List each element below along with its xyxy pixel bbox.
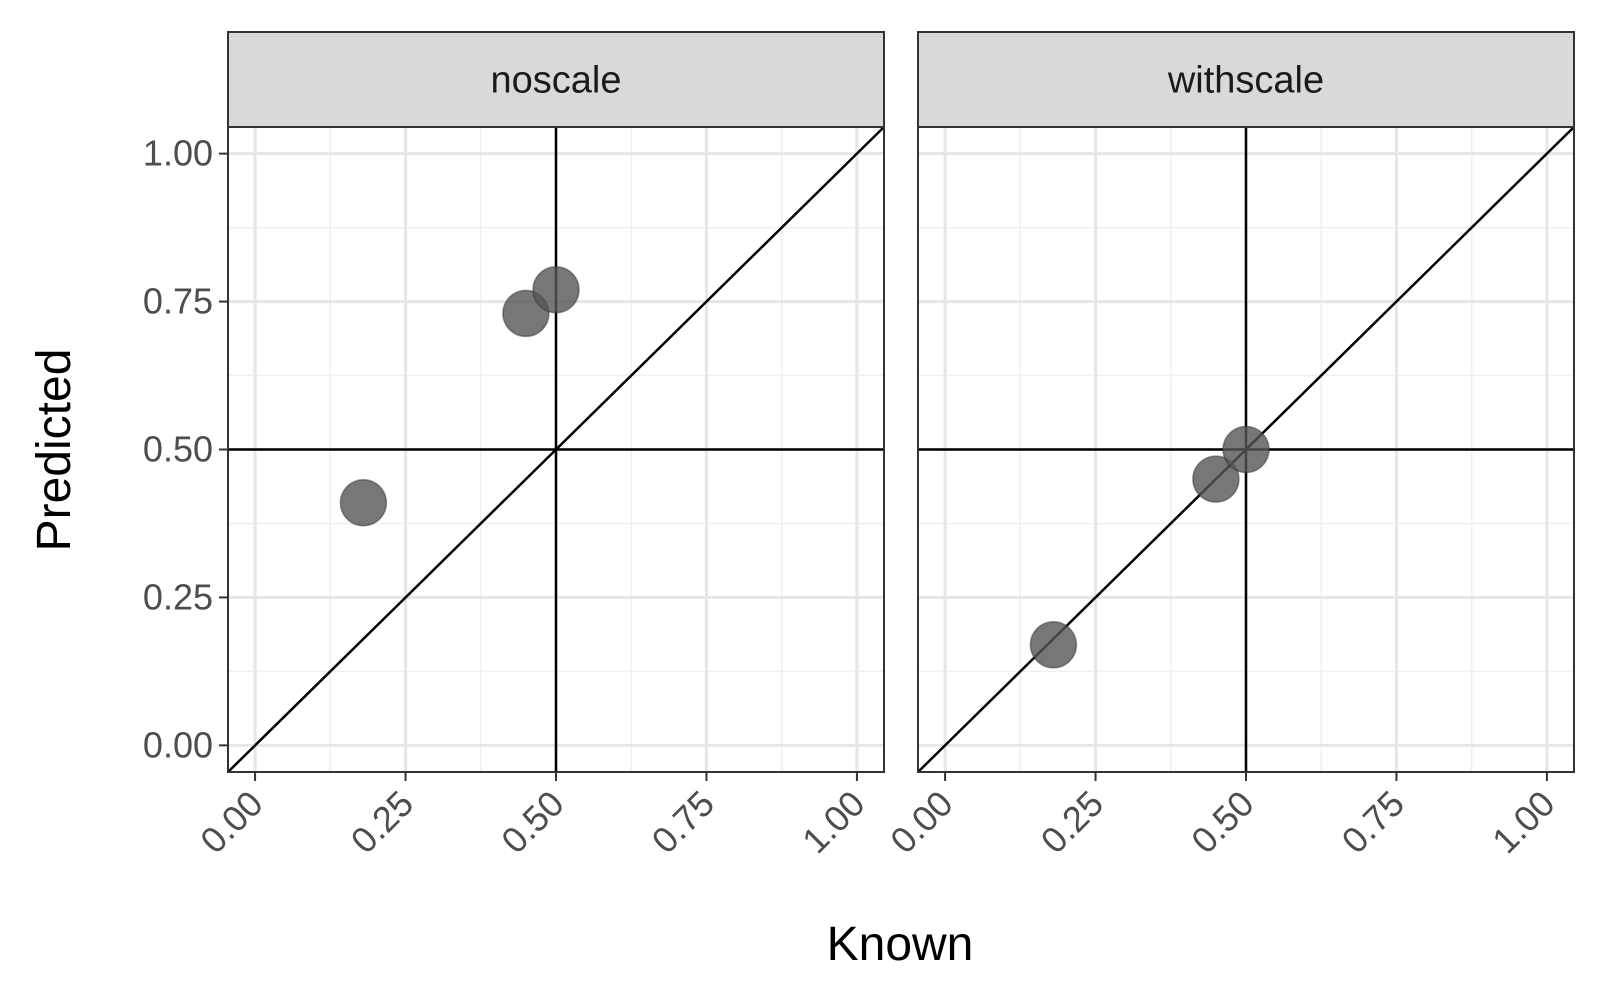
x-tick-label: 0.25 bbox=[1033, 783, 1112, 862]
x-tick-label: 1.00 bbox=[794, 783, 873, 862]
x-tick-label: 0.50 bbox=[493, 783, 572, 862]
x-tick-label: 0.75 bbox=[644, 783, 723, 862]
y-tick-label: 0.75 bbox=[143, 281, 213, 322]
x-tick-label: 0.00 bbox=[882, 783, 961, 862]
strip-label: withscale bbox=[1167, 60, 1324, 102]
x-tick-label: 0.00 bbox=[192, 783, 271, 862]
y-tick-label: 1.00 bbox=[143, 133, 213, 174]
data-point bbox=[1222, 425, 1270, 474]
facet-panel-noscale: noscale 0.00 0.25 0.50 0.75 1.00 0.00 0.25 0.50 0… bbox=[143, 31, 885, 862]
data-point bbox=[532, 265, 580, 314]
y-tick-label: 0.00 bbox=[143, 724, 213, 765]
y-axis-title: Predicted bbox=[28, 349, 81, 552]
strip-header bbox=[227, 31, 885, 128]
facet-panel-withscale: withscale 0.00 0.25 0.50 0.75 1.00 bbox=[882, 31, 1575, 862]
data-point bbox=[339, 479, 388, 527]
strip-label: noscale bbox=[491, 60, 622, 102]
y-tick-label: 0.50 bbox=[143, 429, 213, 470]
y-tick-label: 0.25 bbox=[143, 576, 213, 617]
x-tick-label: 0.75 bbox=[1334, 783, 1413, 862]
data-point bbox=[1029, 621, 1078, 669]
reference-diagonal-line bbox=[227, 126, 885, 773]
x-tick-label: 0.25 bbox=[343, 783, 422, 862]
x-axis-title: Known bbox=[827, 918, 974, 971]
data-point bbox=[1192, 455, 1240, 503]
strip-header bbox=[917, 31, 1575, 128]
x-tick-label: 1.00 bbox=[1484, 783, 1563, 862]
x-tick-label: 0.50 bbox=[1183, 783, 1262, 862]
